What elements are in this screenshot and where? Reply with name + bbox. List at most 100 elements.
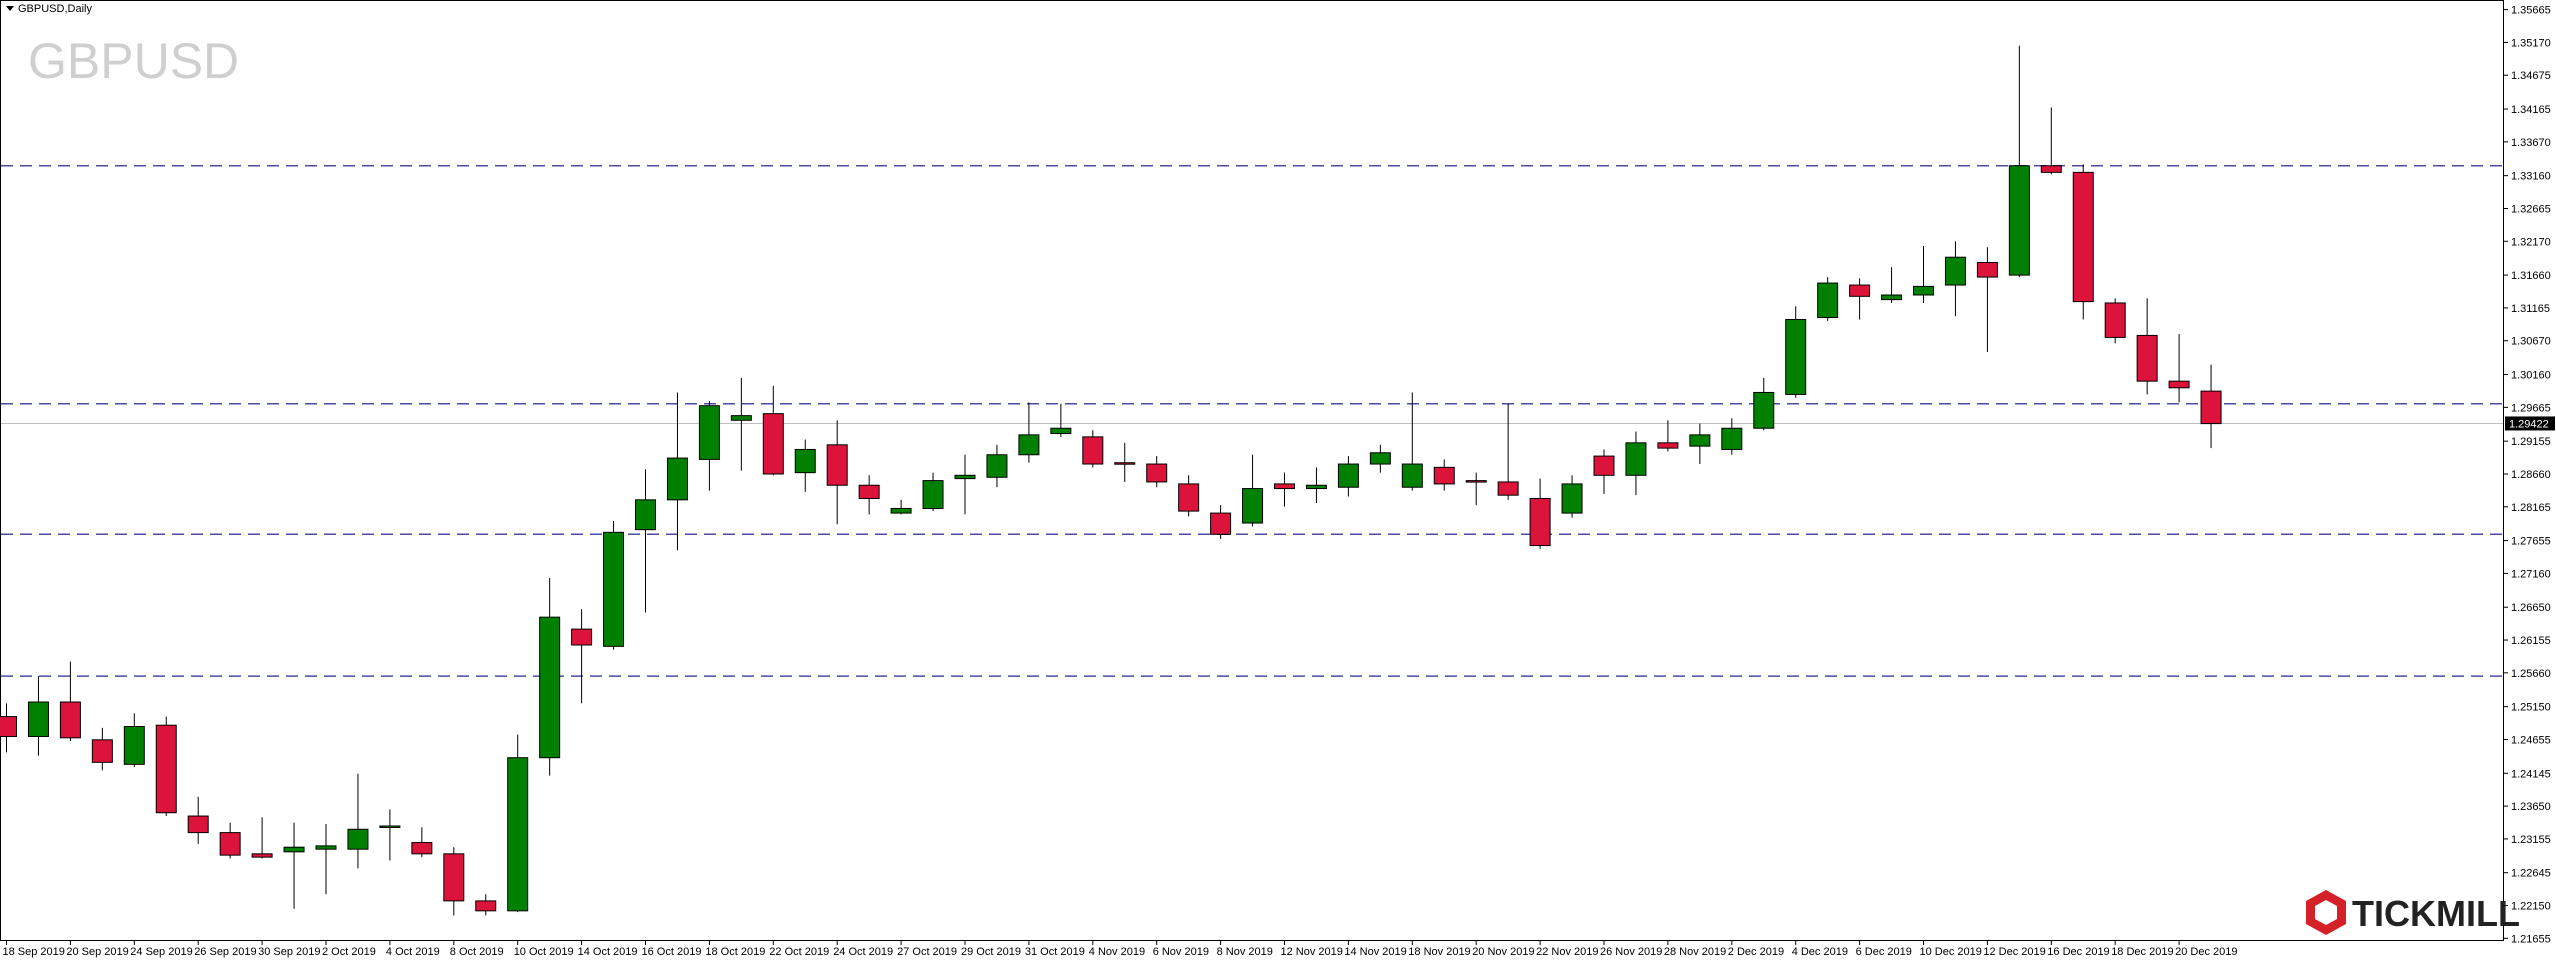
x-tick-label: 12 Nov 2019 [1281, 946, 1343, 958]
candle-body [1242, 488, 1264, 524]
y-tick-label: 1.31660 [2511, 270, 2551, 282]
candle-body [826, 444, 848, 486]
x-tick-label: 22 Nov 2019 [1536, 946, 1598, 958]
y-tick-label: 1.35170 [2511, 37, 2551, 49]
candle-body [922, 480, 944, 509]
candle-body [123, 726, 145, 765]
candle-body [1529, 498, 1551, 547]
x-tick-label: 2 Oct 2019 [322, 946, 376, 958]
candle-body [91, 739, 113, 763]
candle-body [571, 628, 593, 646]
candle-body [1274, 483, 1295, 490]
candle-body [251, 853, 273, 858]
candle-body [794, 448, 816, 474]
brand-name: TICKMILL [2352, 893, 2520, 934]
x-tick-label: 18 Sep 2019 [3, 946, 65, 958]
candle-body [1210, 512, 1232, 535]
candle-body [1146, 463, 1168, 483]
candle-body [539, 616, 561, 759]
candle-body [443, 853, 465, 902]
candle-body [1625, 442, 1647, 476]
candle-body [666, 457, 688, 501]
candle-body [762, 413, 784, 475]
y-tick-label: 1.26650 [2511, 602, 2551, 614]
x-tick-label: 20 Nov 2019 [1472, 946, 1534, 958]
candle-body [2200, 390, 2222, 425]
candle-body [635, 499, 656, 531]
candle-body [283, 846, 305, 853]
x-tick-label: 10 Dec 2019 [1920, 946, 1982, 958]
x-tick-label: 16 Oct 2019 [642, 946, 702, 958]
candle-body [1082, 436, 1104, 465]
candle-body [890, 507, 912, 514]
candle-body [1401, 463, 1423, 488]
candle-body [219, 832, 241, 856]
candle-body [347, 828, 369, 850]
candle-body [2072, 171, 2094, 303]
candle-body [59, 701, 81, 739]
x-tick-label: 18 Nov 2019 [1408, 946, 1470, 958]
candle-body [1753, 391, 1775, 429]
x-tick-label: 28 Nov 2019 [1664, 946, 1726, 958]
x-tick-label: 8 Oct 2019 [450, 946, 504, 958]
candle-body [954, 474, 976, 480]
current-price-tag [2505, 416, 2555, 431]
chart-title: GBPUSD,Daily [18, 3, 92, 15]
candle-body [155, 724, 177, 814]
y-tick-label: 1.29155 [2511, 436, 2551, 448]
candle-body [2136, 334, 2158, 382]
candle-body [2008, 165, 2030, 276]
x-tick-label: 26 Nov 2019 [1600, 946, 1662, 958]
y-tick-label: 1.23155 [2511, 834, 2551, 846]
x-tick-label: 20 Sep 2019 [66, 946, 128, 958]
candle-body [1721, 427, 1743, 450]
y-tick-label: 1.31165 [2511, 303, 2550, 315]
x-tick-label: 10 Oct 2019 [514, 946, 574, 958]
candle-body [379, 825, 401, 828]
candle-body [1337, 463, 1359, 488]
candle-body [1976, 262, 1998, 278]
candle-body [1881, 294, 1903, 301]
x-tick-label: 6 Dec 2019 [1856, 946, 1912, 958]
candle-body [603, 531, 625, 647]
x-tick-label: 22 Oct 2019 [769, 946, 829, 958]
y-tick-label: 1.27655 [2511, 536, 2551, 548]
y-tick-label: 1.22645 [2511, 868, 2551, 880]
y-tick-label: 1.32170 [2511, 236, 2551, 248]
y-tick-label: 1.28660 [2511, 469, 2551, 481]
x-tick-label: 12 Dec 2019 [1983, 946, 2045, 958]
x-tick-label: 4 Dec 2019 [1792, 946, 1848, 958]
plot-frame [0, 0, 2504, 941]
x-tick-label: 27 Oct 2019 [897, 946, 957, 958]
x-tick-label: 16 Dec 2019 [2047, 946, 2109, 958]
candle-body [2104, 302, 2126, 338]
y-tick-label: 1.21655 [2511, 933, 2551, 945]
candle-body [1178, 483, 1200, 512]
candle-body [730, 415, 752, 421]
candle-body [1785, 319, 1807, 395]
y-tick-label: 1.34165 [2511, 104, 2551, 116]
y-tick-label: 1.24145 [2511, 768, 2551, 780]
candle-body [1689, 434, 1711, 447]
menu-arrow[interactable] [6, 6, 14, 11]
y-tick-label: 1.33670 [2511, 137, 2551, 149]
candle-body [1497, 481, 1519, 496]
candle-body [411, 842, 433, 855]
y-tick-label: 1.22150 [2511, 901, 2551, 913]
candle-body [27, 701, 49, 737]
y-tick-label: 1.26155 [2511, 635, 2551, 647]
y-tick-label: 1.27160 [2511, 568, 2551, 580]
x-tick-label: 2 Dec 2019 [1728, 946, 1784, 958]
candle-body [1657, 442, 1679, 449]
candle-body [1849, 284, 1871, 297]
x-tick-label: 30 Sep 2019 [258, 946, 320, 958]
x-tick-label: 14 Nov 2019 [1344, 946, 1406, 958]
candle-body [1050, 427, 1072, 435]
candle-body [1433, 466, 1455, 485]
y-tick-label: 1.25660 [2511, 668, 2551, 680]
x-tick-label: 18 Oct 2019 [705, 946, 765, 958]
current-price-label: 1.29422 [2509, 418, 2549, 430]
candle-body [187, 815, 209, 834]
y-tick-label: 1.24655 [2511, 734, 2551, 746]
